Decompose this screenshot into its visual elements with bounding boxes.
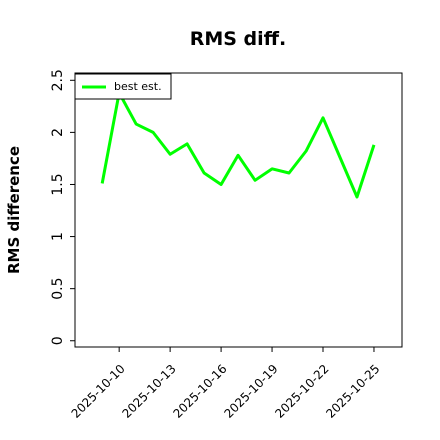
y-tick-label: 0.5 <box>50 278 66 300</box>
x-tick-label: 2025-10-25 <box>323 362 382 421</box>
legend-label: best est. <box>114 80 162 93</box>
x-tick-label: 2025-10-16 <box>170 362 229 421</box>
chart-title: RMS diff. <box>190 28 287 50</box>
x-tick-label: 2025-10-13 <box>120 362 179 421</box>
y-tick-label: 2 <box>50 128 66 137</box>
y-tick-label: 0 <box>50 336 66 345</box>
x-tick-label: 2025-10-19 <box>221 362 280 421</box>
x-tick-label: 2025-10-10 <box>69 362 128 421</box>
x-tick-label: 2025-10-22 <box>272 362 331 421</box>
y-axis-label: RMS difference <box>5 146 23 274</box>
y-tick-label: 2.5 <box>50 69 66 91</box>
y-tick-label: 1 <box>50 232 66 241</box>
data-line <box>100 91 376 199</box>
plot-frame <box>74 72 403 348</box>
y-tick-label: 1.5 <box>50 173 66 195</box>
